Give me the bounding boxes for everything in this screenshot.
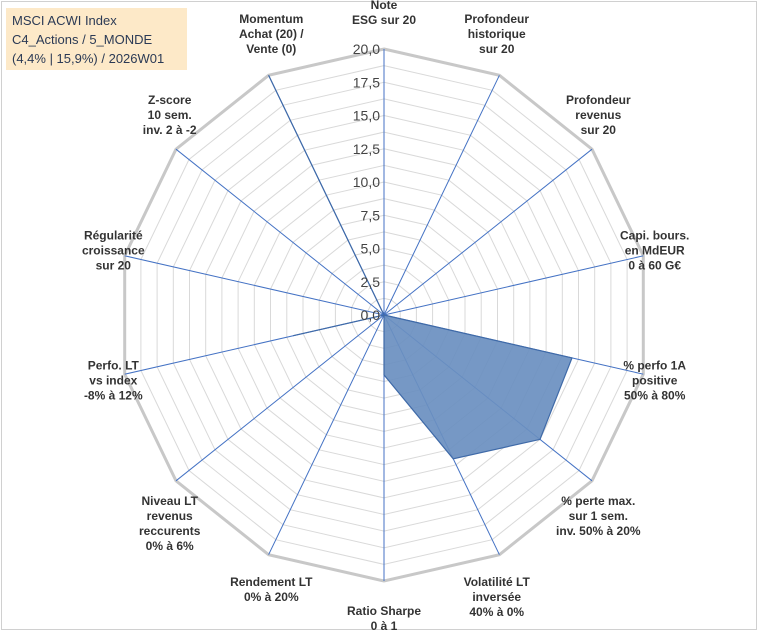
tick-label: 17,5	[353, 74, 380, 90]
title-line-1: MSCI ACWI Index	[12, 13, 117, 28]
axis-spoke	[383, 148, 593, 316]
axis-label-line: % perte max.	[561, 494, 635, 508]
title-line-3: (4,4% | 15,9%) / 2026W01	[12, 51, 165, 66]
tick-label: 15,0	[353, 108, 380, 124]
axis-label-line: Note	[371, 0, 398, 12]
tick-label: 10,0	[353, 174, 380, 190]
axis-label-line: -8% à 12%	[84, 389, 143, 403]
axis-label-line: sur 20	[479, 42, 515, 56]
axis-label-line: revenus	[147, 509, 193, 523]
axis-label-line: ESG sur 20	[352, 13, 416, 27]
tick-label: 5,0	[361, 241, 381, 257]
axis-label-line: croissance	[82, 244, 145, 258]
axis-label-line: Momentum	[239, 12, 303, 26]
axis-label-line: Achat (20) /	[239, 27, 304, 41]
tick-label: 7,5	[361, 207, 381, 223]
axis-label-line: 0% à 20%	[244, 590, 299, 604]
axis-label-line: sur 20	[581, 123, 617, 137]
axis-label-line: 50% à 80%	[624, 389, 686, 403]
axis-label-line: revenus	[575, 108, 621, 122]
axis-spoke	[175, 314, 385, 482]
axis-label-line: Profondeur	[464, 12, 529, 26]
axis-label-line: Capi. bours.	[620, 229, 689, 243]
axis-label-line: Z-score	[148, 93, 192, 107]
axis-label-line: 10 sem.	[148, 108, 192, 122]
series-area	[268, 75, 573, 460]
data-series	[268, 75, 573, 460]
axis-label-line: Niveau LT	[141, 494, 198, 508]
axis-label-line: Vente (0)	[246, 42, 296, 56]
tick-label: 12,5	[353, 141, 380, 157]
axis-label-line: inv. 50% à 20%	[556, 524, 641, 538]
tick-label: 2,5	[361, 274, 381, 290]
tick-label: 0,0	[361, 307, 381, 323]
axis-label-line: 0 à 60 G€	[628, 259, 681, 273]
axis-spoke	[124, 255, 385, 316]
axis-label-line: Volatilité LT	[464, 575, 531, 589]
title-line-2: C4_Actions / 5_MONDE	[12, 32, 153, 47]
axis-label-line: Rendement LT	[230, 575, 313, 589]
axis-spoke	[383, 255, 644, 316]
axis-label-line: historique	[468, 27, 526, 41]
axis-spoke	[175, 148, 385, 316]
axis-label-line: Perfo. LT	[88, 359, 140, 373]
axis-label-line: % perfo 1A	[623, 359, 686, 373]
axis-label: Rendement LT0% à 20%	[230, 575, 313, 604]
axis-label-line: inversée	[472, 590, 521, 604]
axis-label-line: 0% à 6%	[146, 539, 194, 553]
tick-label: 20,0	[353, 41, 380, 57]
axis-label: % perte max.sur 1 sem.inv. 50% à 20%	[556, 494, 641, 538]
chart-title-box: MSCI ACWI Index C4_Actions / 5_MONDE (4,…	[6, 8, 187, 70]
axis-label-line: reccurents	[139, 524, 201, 538]
axis-label-line: Profondeur	[566, 93, 631, 107]
axis-label-line: vs index	[89, 374, 137, 388]
axis-label-line: en MdEUR	[625, 244, 685, 258]
axis-label-line: 40% à 0%	[469, 605, 524, 619]
axis-label-line: inv. 2 à -2	[143, 123, 197, 137]
axis-spoke	[268, 314, 385, 555]
axis-label-line: positive	[632, 374, 678, 388]
axis-label-line: sur 1 sem.	[569, 509, 628, 523]
axis-label-line: Ratio Sharpe	[347, 604, 421, 618]
axis-label-line: 0 à 1	[371, 619, 398, 633]
axis-label-line: Régularité	[84, 229, 143, 243]
axis-spoke	[383, 75, 500, 316]
tick-labels: 0,0 2,5 5,0 7,5 10,0 12,5 15,0 17,5 20,0	[353, 41, 380, 323]
axis-label-line: sur 20	[96, 259, 132, 273]
